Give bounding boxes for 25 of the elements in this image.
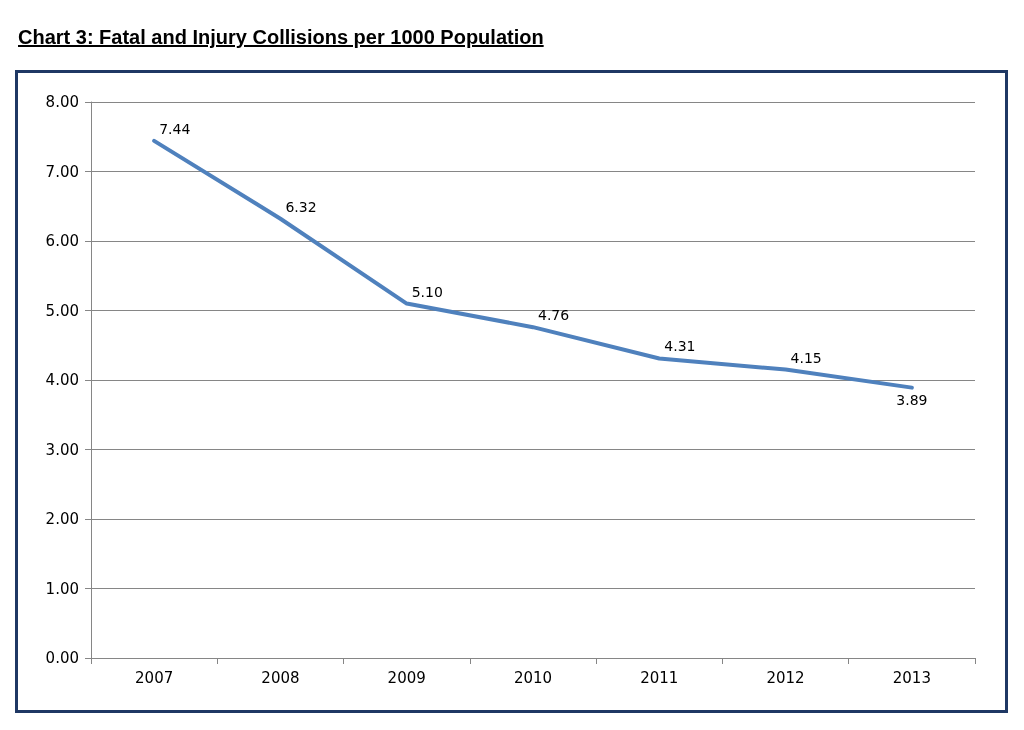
x-tick-label: 2011 [640, 668, 679, 687]
y-tick-label: 7.00 [45, 162, 79, 181]
x-tick-label: 2012 [766, 668, 805, 687]
y-tick-label: 2.00 [45, 510, 79, 528]
data-label: 3.89 [896, 391, 928, 408]
data-label: 7.44 [159, 120, 191, 137]
y-tick-label: 0.00 [45, 649, 79, 667]
x-tick-label: 2010 [513, 668, 553, 687]
y-tick-label: 5.00 [45, 301, 79, 320]
y-tick-label: 6.00 [45, 232, 79, 250]
data-label: 5.10 [411, 283, 443, 300]
x-tick-label: 2007 [135, 668, 174, 687]
data-label: 4.31 [664, 338, 696, 355]
data-label: 4.15 [790, 349, 822, 366]
y-tick-label: 1.00 [45, 579, 79, 598]
data-label: 6.32 [285, 198, 317, 215]
x-tick-label: 2009 [387, 668, 426, 687]
y-tick-label: 3.00 [45, 440, 79, 459]
y-tick-label: 8.00 [45, 93, 79, 111]
data-label: 4.76 [538, 307, 570, 324]
x-tick-label: 2013 [892, 668, 931, 687]
line-series [152, 138, 914, 390]
x-tick-label: 2008 [261, 668, 300, 687]
y-tick-label: 4.00 [45, 371, 79, 389]
chart-title: Chart 3: Fatal and Injury Collisions per 1000 Population [18, 26, 544, 49]
